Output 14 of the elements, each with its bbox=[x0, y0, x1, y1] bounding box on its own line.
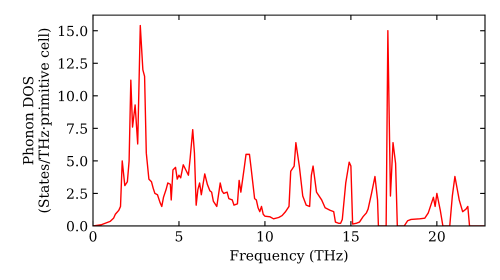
y-tick-label: 12.5 bbox=[58, 58, 88, 69]
x-tick-label: 0 bbox=[89, 231, 96, 242]
y-tick-label: 2.5 bbox=[66, 188, 88, 199]
y-tick-label: 15.0 bbox=[58, 26, 88, 36]
x-tick-label: 10 bbox=[258, 231, 273, 242]
x-axis-title: Frequency (THz) bbox=[230, 250, 348, 264]
x-tick-label: 20 bbox=[428, 231, 445, 242]
y-tick-label: 5.0 bbox=[67, 156, 88, 166]
y-tick-label: 7.5 bbox=[67, 124, 88, 134]
x-tick-label: 5 bbox=[176, 231, 182, 242]
y-tick-label: 10.0 bbox=[58, 90, 88, 102]
x-tick-label: 15 bbox=[344, 231, 359, 242]
y-tick-label: 0.0 bbox=[66, 220, 88, 232]
y-axis-title: Phonon DOS (States/THz·primitive cell) bbox=[22, 28, 52, 212]
